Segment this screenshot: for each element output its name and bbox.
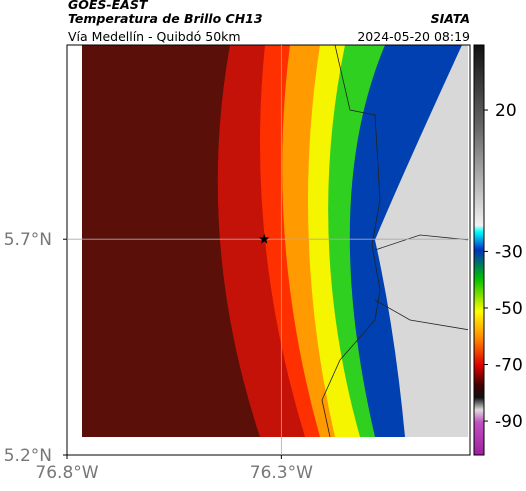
x-tick-label: 76.3°W [250,463,313,483]
colorbar-tick-label: -70 [495,356,523,376]
agency: SIATA [431,11,470,26]
source: GOES-EAST [68,0,149,12]
y-tick-label: 5.2°N [4,446,52,466]
station-marker [259,233,270,244]
route: Vía Medellín - Quibdó 50km [68,29,241,44]
imagery [82,45,468,437]
timestamp: 2024-05-20 08:19 [357,29,470,44]
title: Temperatura de Brillo CH13 [68,11,263,26]
colorbar-tick-label: 20 [495,101,517,121]
colorbar-tick-label: -90 [495,412,523,432]
y-tick-label: 5.7°N [4,230,52,250]
map-frame [66,44,471,456]
colorbar [473,44,485,456]
x-tick-label: 76.8°W [35,463,98,483]
colorbar-tick-label: -50 [495,299,523,319]
colorbar-tick-label: -30 [495,242,523,262]
